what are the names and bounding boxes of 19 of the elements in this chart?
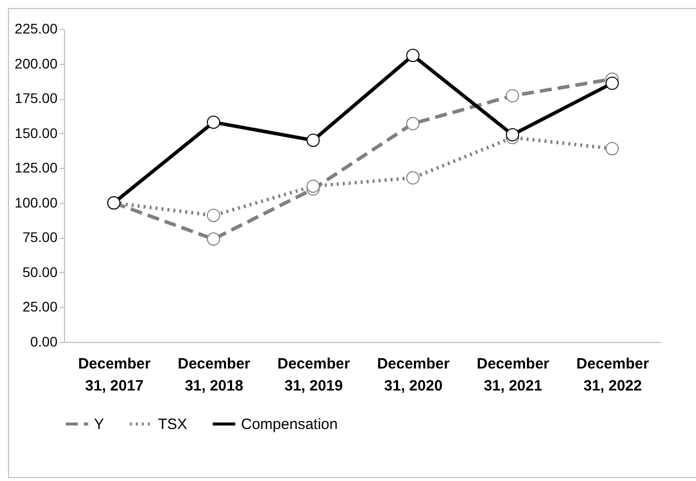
x-tick-label: December 31, 2018 — [178, 356, 250, 394]
x-tick-label: December 31, 2020 — [377, 356, 450, 394]
y-tick-label: 175.00 — [14, 90, 58, 106]
y-tick-label: 0.00 — [30, 334, 58, 350]
legend-label: TSX — [158, 416, 188, 433]
y-tick-label: 75.00 — [22, 229, 58, 246]
y-tick-label: 100.00 — [14, 194, 58, 210]
y-tick-label: 200.00 — [14, 55, 58, 72]
x-tick-label: December 31, 2022 — [576, 356, 650, 394]
legend-label: Y — [94, 416, 104, 433]
y-tick-label: 225.00 — [14, 20, 58, 36]
y-tick-label: 50.00 — [22, 264, 58, 280]
x-tick-label: December 31, 2017 — [78, 356, 151, 394]
y-tick-label: 150.00 — [14, 124, 58, 141]
x-tick-label: December 31, 2021 — [476, 356, 550, 394]
legend-label: Compensation — [241, 416, 338, 433]
y-tick-label: 125.00 — [14, 160, 58, 176]
x-tick-label: December 31, 2019 — [277, 356, 350, 394]
y-tick-label: 25.00 — [22, 298, 58, 315]
